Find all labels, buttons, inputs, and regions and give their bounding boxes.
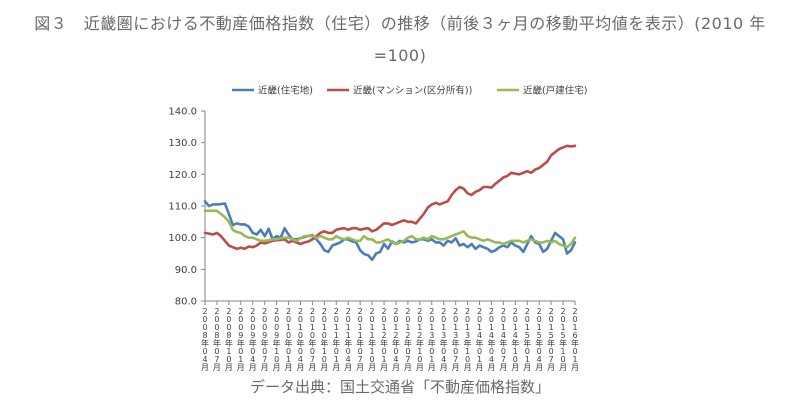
y-tick-label: 140.0 [168,107,197,118]
source-note: データ出典：国土交通省「不動産価格指数」 [249,378,550,396]
y-tick-label: 130.0 [168,138,197,149]
y-tick-label: 120.0 [168,170,197,181]
series-line-3 [203,209,577,249]
x-tick-labels: 2 0 0 8 年 0 4 月 2 0 0 8 年 0 7 月 2 0 0 8 年 1 0 月 2 0 0 9 年 0 1 月 2 0 0 9 年 0 4 月… [201,307,579,372]
chart-title-line2: =100) [373,46,427,65]
y-tick-label: 110.0 [168,202,197,213]
legend-label: 近畿(戸建住宅) [523,85,587,97]
chart-legend: 近畿(住宅地) 近畿(マンション(区分所有)) 近畿(戸建住宅) [232,85,587,97]
chart-title: 図３ 近畿圏における不動産価格指数（住宅）の推移（前後３ヶ月の移動平均値を表示）… [0,8,800,72]
y-tick-label: 90.0 [175,265,197,276]
series-line-2 [203,144,577,251]
y-tick-label: 80.0 [175,297,197,308]
legend-label: 近畿(住宅地) [258,85,313,97]
legend-label: 近畿(マンション(区分所有)) [353,85,472,97]
chart-series [203,144,577,262]
series-line-1 [203,200,577,262]
chart-title-line1: 図３ 近畿圏における不動産価格指数（住宅）の推移（前後３ヶ月の移動平均値を表示）… [34,14,766,33]
y-tick-label: 100.0 [168,233,197,244]
chart-axes: 80.0 90.0 100.0 110.0 120.0 130.0 140.0 [168,107,576,308]
